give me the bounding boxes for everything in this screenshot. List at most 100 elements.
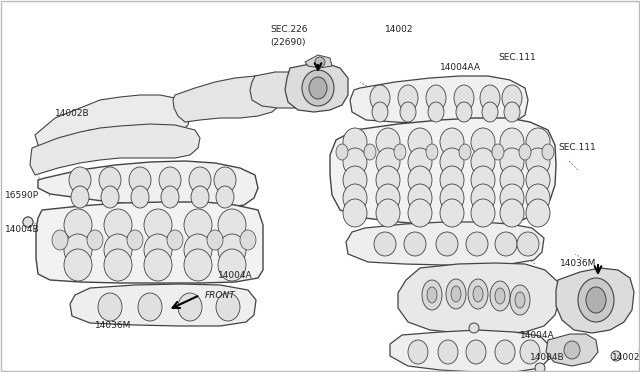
Ellipse shape	[490, 281, 510, 311]
Ellipse shape	[376, 166, 400, 194]
Ellipse shape	[519, 144, 531, 160]
Text: 14004A: 14004A	[520, 330, 555, 340]
Ellipse shape	[144, 234, 172, 266]
Polygon shape	[36, 202, 263, 283]
Ellipse shape	[510, 285, 530, 315]
Ellipse shape	[495, 288, 505, 304]
Ellipse shape	[440, 184, 464, 212]
Ellipse shape	[218, 234, 246, 266]
Ellipse shape	[364, 144, 376, 160]
Ellipse shape	[376, 148, 400, 176]
Polygon shape	[330, 118, 556, 226]
Ellipse shape	[374, 232, 396, 256]
Ellipse shape	[214, 167, 236, 193]
Ellipse shape	[438, 340, 458, 364]
Ellipse shape	[440, 199, 464, 227]
Ellipse shape	[372, 102, 388, 122]
Ellipse shape	[216, 186, 234, 208]
Ellipse shape	[343, 166, 367, 194]
Ellipse shape	[408, 128, 432, 156]
Ellipse shape	[426, 144, 438, 160]
Ellipse shape	[408, 199, 432, 227]
Ellipse shape	[408, 340, 428, 364]
Ellipse shape	[216, 293, 240, 321]
Text: (22690): (22690)	[270, 38, 305, 46]
Ellipse shape	[466, 232, 488, 256]
Ellipse shape	[542, 144, 554, 160]
Ellipse shape	[564, 341, 580, 359]
Text: 14002B: 14002B	[55, 109, 90, 118]
Ellipse shape	[427, 287, 437, 303]
Ellipse shape	[127, 230, 143, 250]
Ellipse shape	[98, 293, 122, 321]
Ellipse shape	[302, 70, 334, 106]
Ellipse shape	[184, 209, 212, 241]
Polygon shape	[398, 263, 560, 334]
Ellipse shape	[473, 286, 483, 302]
Ellipse shape	[471, 148, 495, 176]
Ellipse shape	[520, 340, 540, 364]
Ellipse shape	[515, 292, 525, 308]
Ellipse shape	[64, 234, 92, 266]
Text: 14036M: 14036M	[95, 321, 131, 330]
Ellipse shape	[64, 249, 92, 281]
Ellipse shape	[99, 167, 121, 193]
Text: 14002B: 14002B	[612, 353, 640, 362]
Ellipse shape	[517, 232, 539, 256]
Ellipse shape	[343, 199, 367, 227]
Ellipse shape	[343, 148, 367, 176]
Ellipse shape	[454, 85, 474, 111]
Ellipse shape	[466, 340, 486, 364]
Ellipse shape	[440, 148, 464, 176]
Ellipse shape	[408, 166, 432, 194]
Ellipse shape	[482, 102, 498, 122]
Ellipse shape	[492, 144, 504, 160]
Ellipse shape	[500, 184, 524, 212]
Text: SEC.111: SEC.111	[498, 54, 536, 62]
Ellipse shape	[376, 128, 400, 156]
Ellipse shape	[500, 199, 524, 227]
Ellipse shape	[495, 232, 517, 256]
Ellipse shape	[471, 184, 495, 212]
Polygon shape	[173, 76, 283, 122]
Ellipse shape	[104, 209, 132, 241]
Text: 14002: 14002	[385, 26, 413, 35]
Ellipse shape	[144, 209, 172, 241]
Ellipse shape	[404, 232, 426, 256]
Polygon shape	[70, 284, 256, 326]
Text: 16590P: 16590P	[5, 192, 39, 201]
Polygon shape	[35, 95, 190, 148]
Ellipse shape	[440, 128, 464, 156]
Polygon shape	[38, 161, 258, 208]
Ellipse shape	[131, 186, 149, 208]
Ellipse shape	[370, 85, 390, 111]
Ellipse shape	[87, 230, 103, 250]
Polygon shape	[390, 330, 550, 372]
Ellipse shape	[500, 166, 524, 194]
Ellipse shape	[504, 102, 520, 122]
Ellipse shape	[422, 280, 442, 310]
Ellipse shape	[611, 351, 621, 361]
Polygon shape	[30, 124, 200, 175]
Ellipse shape	[189, 167, 211, 193]
Ellipse shape	[309, 77, 327, 99]
Ellipse shape	[343, 128, 367, 156]
Polygon shape	[556, 268, 634, 333]
Polygon shape	[250, 72, 318, 108]
Ellipse shape	[376, 184, 400, 212]
Ellipse shape	[191, 186, 209, 208]
Text: 14004A: 14004A	[218, 270, 253, 279]
Polygon shape	[346, 222, 544, 266]
Ellipse shape	[129, 167, 151, 193]
Ellipse shape	[207, 230, 223, 250]
Ellipse shape	[459, 144, 471, 160]
Ellipse shape	[315, 57, 325, 67]
Ellipse shape	[104, 249, 132, 281]
Ellipse shape	[343, 184, 367, 212]
Ellipse shape	[400, 102, 416, 122]
Ellipse shape	[526, 199, 550, 227]
Ellipse shape	[480, 85, 500, 111]
Ellipse shape	[218, 209, 246, 241]
Ellipse shape	[394, 144, 406, 160]
Text: SEC.226: SEC.226	[270, 26, 307, 35]
